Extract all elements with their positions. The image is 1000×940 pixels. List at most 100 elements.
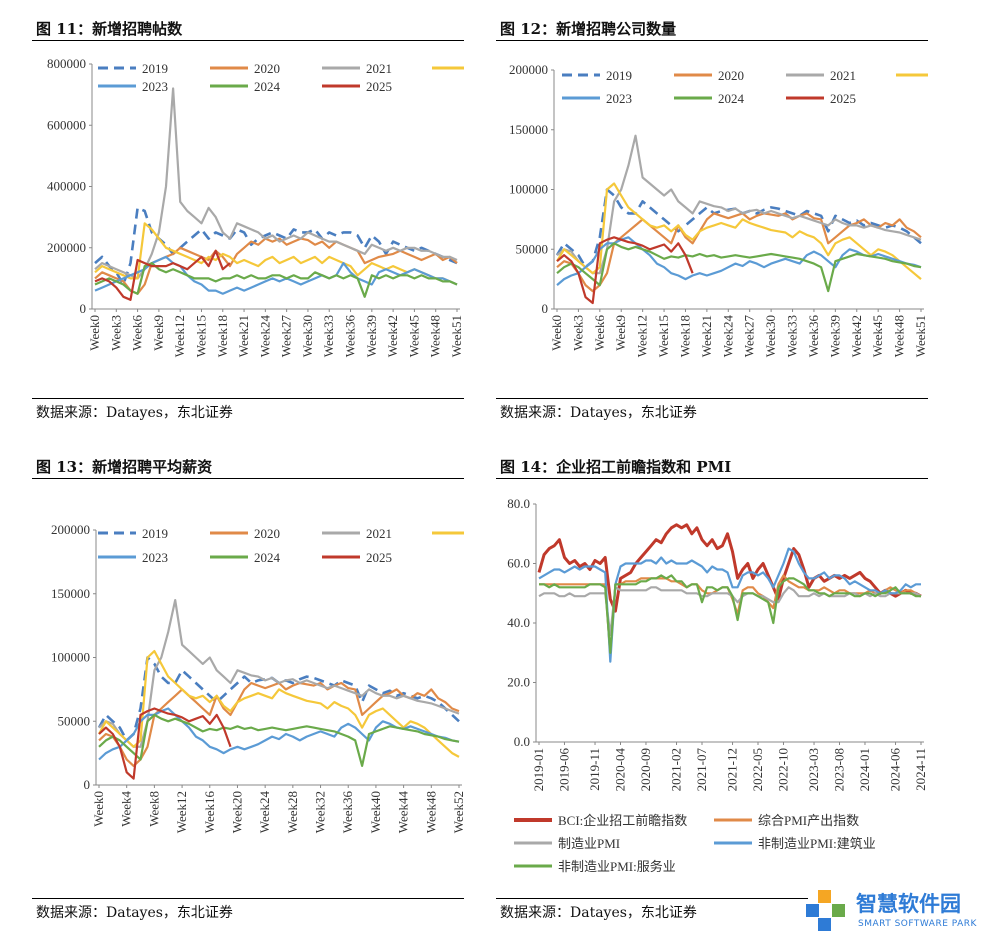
fig11-legend-label: 2021 bbox=[366, 61, 392, 76]
fig13-title-rule bbox=[32, 478, 464, 479]
fig12-y-tick-label: 100000 bbox=[509, 182, 548, 197]
fig13-source: 数据来源：Datayes，东北证券 bbox=[36, 905, 233, 921]
fig11-x-tick-label: Week0 bbox=[87, 315, 102, 351]
fig12-x-tick-label: Week0 bbox=[549, 315, 564, 351]
fig12-x-tick-label: Week42 bbox=[849, 315, 864, 357]
fig14-series-1 bbox=[537, 523, 922, 613]
fig12-x-tick-label: Week48 bbox=[892, 315, 907, 357]
fig14-series-4 bbox=[538, 547, 921, 663]
fig13-y-tick-label: 100000 bbox=[51, 650, 90, 665]
fig14-x-tick-label: 2023-08 bbox=[832, 748, 847, 791]
fig12-legend-label: 2023 bbox=[606, 91, 632, 106]
fig14-source-rule bbox=[496, 898, 808, 899]
fig14-x-tick-label: 2019-11 bbox=[587, 748, 602, 791]
fig13-legend-label: 2019 bbox=[142, 526, 168, 541]
fig12-x-tick-label: Week9 bbox=[613, 315, 628, 351]
fig12-x-tick-label: Week30 bbox=[763, 315, 778, 357]
fig12-series-5 bbox=[556, 236, 922, 286]
fig11-legend-label: 2019 bbox=[142, 61, 168, 76]
fig14-legend-label: 综合PMI产出指数 bbox=[758, 813, 859, 828]
fig11-x-tick-label: Week30 bbox=[300, 315, 315, 357]
fig13-y-tick-label: 50000 bbox=[58, 713, 91, 728]
fig12-series-3 bbox=[556, 134, 922, 275]
fig13-y-tick-label: 150000 bbox=[51, 586, 90, 601]
fig12-x-tick-label: Week24 bbox=[720, 315, 735, 358]
fig13-series-7 bbox=[98, 707, 232, 780]
fig14-x-tick-label: 2024-11 bbox=[913, 748, 928, 791]
fig12-x-tick-label: Week27 bbox=[742, 315, 757, 358]
fig13-x-tick-label: Week16 bbox=[202, 791, 217, 834]
fig11-x-tick-label: Week12 bbox=[172, 315, 187, 357]
fig14-x-tick-label: 2021-02 bbox=[669, 748, 684, 791]
fig13-x-tick-label: Week4 bbox=[119, 791, 134, 827]
fig14-source: 数据来源：Datayes，东北证券 bbox=[500, 905, 697, 921]
fig13-x-tick-label: Week48 bbox=[423, 791, 438, 833]
fig13-series-4 bbox=[98, 650, 460, 758]
fig11-x-tick-label: Week51 bbox=[449, 315, 464, 357]
fig14-title: 图 14：企业招工前瞻指数和 PMI bbox=[500, 458, 732, 476]
fig13-legend-label: 2023 bbox=[142, 550, 168, 565]
fig12-x-tick-label: Week36 bbox=[806, 315, 821, 358]
fig12-series-4 bbox=[556, 182, 922, 280]
fig12-y-tick-label: 0 bbox=[542, 301, 549, 316]
fig12-y-tick-label: 50000 bbox=[516, 241, 549, 256]
fig12-x-tick-label: Week18 bbox=[677, 315, 692, 357]
fig13-x-tick-label: Week28 bbox=[285, 791, 300, 833]
fig13-title: 图 13：新增招聘平均薪资 bbox=[36, 458, 213, 476]
fig12-legend-label: 2020 bbox=[718, 68, 744, 83]
fig13-x-tick-label: Week0 bbox=[91, 791, 106, 827]
fig11-title: 图 11：新增招聘帖数 bbox=[36, 20, 183, 38]
fig14-x-tick-label: 2024-01 bbox=[857, 748, 872, 791]
fig12-x-tick-label: Week39 bbox=[827, 315, 842, 357]
fig12-legend-label: 2024 bbox=[718, 91, 745, 106]
fig11-series-3 bbox=[94, 87, 458, 280]
fig11-y-tick-label: 400000 bbox=[47, 179, 86, 194]
fig13-y-tick-label: 200000 bbox=[51, 522, 90, 537]
fig14-y-tick-label: 40.0 bbox=[507, 615, 530, 630]
fig13-x-tick-label: Week8 bbox=[146, 791, 161, 827]
fig14-y-tick-label: 80.0 bbox=[507, 496, 530, 511]
fig11-x-tick-label: Week33 bbox=[321, 315, 336, 357]
logo-subtitle: SMART SOFTWARE PARK bbox=[858, 919, 977, 929]
fig11-title-rule bbox=[32, 40, 464, 41]
fig14-series-3 bbox=[538, 586, 922, 636]
fig12-legend-label: 2021 bbox=[830, 68, 856, 83]
fig11-x-tick-label: Week18 bbox=[215, 315, 230, 357]
fig11-series-5 bbox=[94, 255, 458, 295]
fig14-x-tick-label: 2019-01 bbox=[531, 748, 546, 791]
fig12-series-1 bbox=[555, 188, 922, 269]
fig12-y-tick-label: 200000 bbox=[509, 62, 548, 77]
fig12-legend-label: 2025 bbox=[830, 91, 856, 106]
fig11-x-tick-label: Week15 bbox=[193, 315, 208, 357]
fig14-legend-label: 制造业PMI bbox=[558, 836, 620, 851]
fig11-series-1 bbox=[94, 206, 458, 286]
logo-mark-icon bbox=[806, 890, 845, 931]
fig13-y-tick-label: 0 bbox=[84, 777, 91, 792]
fig11-y-tick-label: 200000 bbox=[47, 240, 86, 255]
fig13-legend-label: 2021 bbox=[366, 526, 392, 541]
fig12-x-tick-label: Week51 bbox=[913, 315, 928, 357]
fig11-x-tick-label: Week48 bbox=[428, 315, 443, 357]
fig14-x-tick-label: 2024-06 bbox=[888, 748, 903, 792]
fig11-x-tick-label: Week6 bbox=[130, 315, 145, 351]
fig14-x-tick-label: 2022-05 bbox=[750, 748, 765, 791]
fig11-series-4 bbox=[94, 222, 458, 286]
fig12-x-tick-label: Week12 bbox=[635, 315, 650, 357]
fig14-y-tick-label: 20.0 bbox=[507, 675, 530, 690]
fig14-title-rule bbox=[496, 478, 928, 479]
fig11-source: 数据来源：Datayes，东北证券 bbox=[36, 405, 233, 421]
fig14-y-tick-label: 0.0 bbox=[514, 734, 530, 749]
fig11-x-tick-label: Week42 bbox=[385, 315, 400, 357]
fig13-x-tick-label: Week20 bbox=[229, 791, 244, 833]
fig11-source-rule bbox=[32, 398, 464, 399]
fig14-legend-label: 非制造业PMI:建筑业 bbox=[758, 836, 876, 851]
fig11-x-tick-label: Week27 bbox=[279, 315, 294, 358]
fig13-legend-label: 2025 bbox=[366, 550, 392, 565]
fig13-x-tick-label: Week44 bbox=[396, 791, 411, 834]
fig14-y-tick-label: 60.0 bbox=[507, 556, 530, 571]
fig12-title: 图 12：新增招聘公司数量 bbox=[500, 20, 677, 38]
